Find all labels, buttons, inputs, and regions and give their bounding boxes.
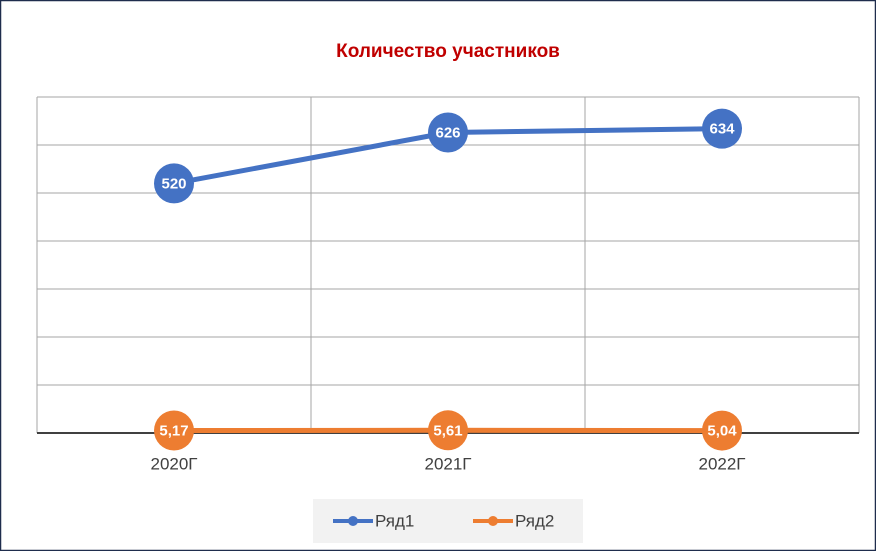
data-label: 634 <box>709 121 735 138</box>
legend-label: Ряд1 <box>375 511 414 530</box>
data-label: 520 <box>161 175 186 192</box>
marker <box>428 112 468 153</box>
data-label: 5,04 <box>707 423 737 440</box>
legend-marker <box>348 516 358 526</box>
x-tick-label: 2022Г <box>698 454 745 473</box>
marker <box>154 163 194 204</box>
marker <box>428 410 468 451</box>
marker <box>154 410 194 451</box>
data-label: 5,61 <box>433 422 462 439</box>
chart-title: Количество участников <box>336 41 560 62</box>
x-tick-label: 2021Г <box>424 454 471 473</box>
legend-label: Ряд2 <box>515 511 554 530</box>
legend-marker <box>488 516 498 526</box>
marker <box>702 410 742 451</box>
data-label: 626 <box>435 124 460 141</box>
x-tick-label: 2020Г <box>150 454 197 473</box>
data-label: 5,17 <box>159 422 188 439</box>
marker <box>702 108 742 149</box>
